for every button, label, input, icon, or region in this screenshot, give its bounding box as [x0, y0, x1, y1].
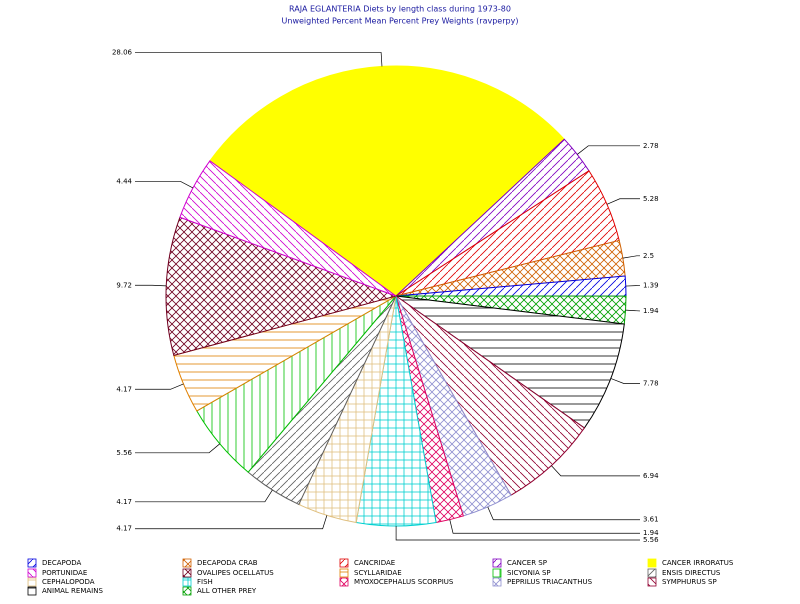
legend-label: PORTUNIDAE [42, 569, 87, 577]
leader-line [135, 52, 383, 67]
value-label: 1.94 [643, 307, 659, 315]
value-label: 6.94 [643, 472, 659, 480]
legend-label: CANCER IRRORATUS [662, 559, 734, 567]
chart-title: RAJA EGLANTERIA Diets by length class du… [289, 5, 511, 14]
legend-label: DECAPODA [42, 559, 81, 567]
chart-subtitle: Unweighted Percent Mean Percent Prey Wei… [282, 17, 519, 26]
pie-slice [165, 216, 398, 357]
leader-line [135, 489, 273, 503]
legend-label: CEPHALOPODA [42, 578, 95, 586]
legend-swatch [339, 577, 349, 587]
legend-label: ALL OTHER PREY [197, 587, 257, 595]
legend-swatch [182, 558, 192, 568]
value-label: 4.44 [116, 177, 132, 185]
leader-line [449, 519, 640, 534]
value-label: 1.39 [643, 281, 659, 289]
legend-label: DECAPODA CRAB [197, 559, 258, 567]
legend-swatch [27, 586, 37, 596]
legend-swatch [647, 577, 657, 587]
leader-line [135, 383, 184, 390]
legend-label: PEPRILUS TRIACANTHUS [507, 578, 593, 586]
leader-line [606, 198, 640, 205]
legend-label: CANCER SP [507, 559, 547, 567]
legend-swatch [182, 586, 192, 596]
value-label: 5.56 [116, 449, 132, 457]
leader-line [551, 465, 640, 477]
leader-line [625, 285, 640, 287]
leader-line [395, 525, 640, 541]
legend-swatch [339, 568, 349, 578]
legend-label: ENSIS DIRECTUS [662, 569, 721, 577]
leader-line [625, 309, 640, 312]
value-label: 7.78 [643, 379, 659, 387]
leader-line [487, 506, 640, 521]
legend-swatch [27, 577, 37, 587]
value-label: 2.78 [643, 142, 659, 150]
leader-line [577, 145, 640, 155]
leader-line [610, 378, 640, 384]
legend-label: OVALIPES OCELLATUS [197, 569, 274, 577]
legend-label: SCYLLARIDAE [354, 569, 402, 577]
leader-line [622, 255, 640, 259]
value-label: 5.28 [643, 195, 659, 203]
value-label: 1.94 [643, 529, 659, 537]
value-label: 4.17 [116, 385, 132, 393]
legend-label: MYOXOCEPHALUS SCORPIUS [354, 578, 454, 586]
legend-swatch [27, 568, 37, 578]
legend-label: CANCRIDAE [354, 559, 395, 567]
leader-line [135, 443, 221, 454]
legend-swatch [182, 577, 192, 587]
value-label: 3.61 [643, 516, 659, 524]
value-label: 9.72 [116, 281, 132, 289]
legend-label: SICYONIA SP [507, 569, 551, 577]
leader-line [135, 181, 194, 189]
leader-line [135, 515, 328, 530]
pie-slice [209, 65, 565, 297]
leader-line [135, 284, 167, 287]
legend-swatch [492, 558, 502, 568]
legend-swatch [27, 558, 37, 568]
legend-swatch [492, 577, 502, 587]
legend-label: FISH [197, 578, 213, 586]
legend-swatch [182, 568, 192, 578]
legend-swatch [647, 568, 657, 578]
value-label: 28.06 [112, 48, 133, 56]
value-label: 5.56 [643, 536, 659, 544]
value-label: 4.17 [116, 498, 132, 506]
legend-label: SYMPHURUS SP [662, 578, 717, 586]
value-label: 2.5 [643, 252, 654, 260]
pie-slice [395, 295, 625, 429]
value-label: 4.17 [116, 525, 132, 533]
legend-swatch [647, 558, 657, 568]
legend-label: ANIMAL REMAINS [42, 587, 103, 595]
legend-swatch [339, 558, 349, 568]
legend-swatch [492, 568, 502, 578]
